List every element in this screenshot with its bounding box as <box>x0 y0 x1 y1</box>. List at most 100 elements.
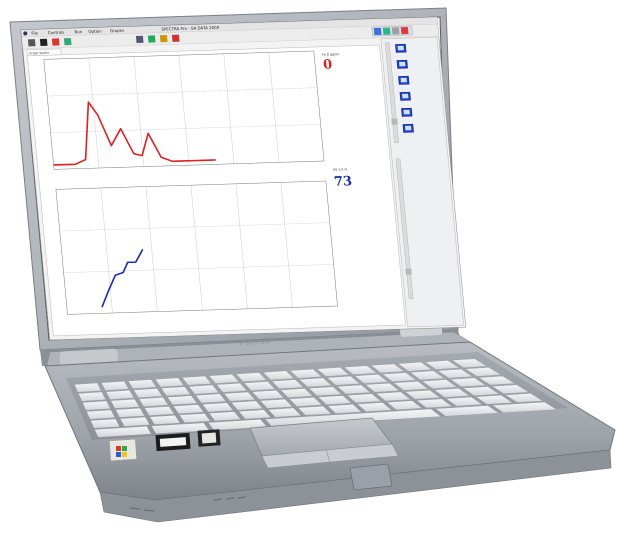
key[interactable] <box>404 389 442 400</box>
key[interactable] <box>436 368 474 379</box>
key[interactable] <box>386 400 423 411</box>
key[interactable] <box>462 386 501 396</box>
toolbar-button-1[interactable] <box>373 27 382 36</box>
key[interactable] <box>215 382 248 393</box>
key[interactable] <box>434 405 500 417</box>
key[interactable] <box>138 397 169 407</box>
key[interactable] <box>288 397 323 407</box>
key[interactable] <box>100 380 130 391</box>
key[interactable] <box>449 377 487 388</box>
menu-item-file[interactable]: File <box>31 30 39 35</box>
key[interactable] <box>181 375 213 386</box>
key[interactable] <box>208 411 242 422</box>
key[interactable] <box>424 360 461 370</box>
key[interactable] <box>178 413 211 424</box>
menu-item-option[interactable]: Option <box>88 29 102 34</box>
key[interactable] <box>464 367 502 377</box>
key[interactable] <box>316 367 350 377</box>
key[interactable] <box>166 395 198 406</box>
key[interactable] <box>271 379 305 390</box>
key[interactable] <box>110 398 140 409</box>
key[interactable] <box>433 388 471 398</box>
key[interactable] <box>267 407 302 418</box>
key[interactable] <box>326 375 361 386</box>
key[interactable] <box>243 381 276 391</box>
key[interactable] <box>82 400 111 411</box>
monitor-icon-3[interactable] <box>398 75 410 85</box>
key[interactable] <box>397 361 433 372</box>
key[interactable] <box>86 409 116 420</box>
record-icon[interactable] <box>39 38 48 46</box>
key[interactable] <box>105 389 135 400</box>
key[interactable] <box>477 375 516 386</box>
key[interactable] <box>364 382 401 393</box>
key[interactable] <box>201 402 234 413</box>
key[interactable] <box>445 396 484 407</box>
key[interactable] <box>421 379 458 389</box>
key[interactable] <box>346 393 382 404</box>
measure-icon[interactable] <box>171 34 180 42</box>
monitor-icon-2[interactable] <box>396 59 408 69</box>
key[interactable] <box>264 408 442 428</box>
monitor-icon-4[interactable] <box>399 91 411 101</box>
scroll-thumb-bottom[interactable] <box>405 268 412 275</box>
key[interactable] <box>238 409 272 420</box>
monitor-icon-6[interactable] <box>402 123 414 133</box>
key[interactable] <box>119 416 151 427</box>
scroll-thumb-top[interactable] <box>391 118 398 125</box>
key[interactable] <box>504 393 544 403</box>
key[interactable] <box>77 391 107 402</box>
key[interactable] <box>259 398 294 409</box>
key[interactable] <box>251 389 285 400</box>
key[interactable] <box>289 368 323 379</box>
key[interactable] <box>73 382 102 393</box>
stop-icon[interactable] <box>51 38 60 46</box>
menu-item-graphs[interactable]: Graphs <box>110 28 125 33</box>
key[interactable] <box>160 386 191 397</box>
save-icon[interactable] <box>147 35 156 43</box>
key[interactable] <box>230 400 264 411</box>
toolbar-button-3[interactable] <box>391 27 400 35</box>
arrow-icon[interactable] <box>27 39 36 47</box>
key[interactable] <box>475 394 514 405</box>
key[interactable] <box>115 407 146 418</box>
key[interactable] <box>298 377 333 388</box>
key[interactable] <box>223 391 256 402</box>
key[interactable] <box>149 414 181 425</box>
key[interactable] <box>279 388 314 398</box>
key[interactable] <box>354 374 389 384</box>
key[interactable] <box>491 384 530 395</box>
menu-item-run[interactable]: Run <box>74 29 83 34</box>
key[interactable] <box>308 386 343 397</box>
key[interactable] <box>195 393 227 404</box>
monitor-icon-5[interactable] <box>401 107 413 117</box>
key[interactable] <box>172 404 205 415</box>
key[interactable] <box>154 377 185 388</box>
key[interactable] <box>94 425 152 438</box>
key[interactable] <box>356 402 393 412</box>
print-icon[interactable] <box>135 35 144 43</box>
key[interactable] <box>297 405 332 416</box>
scrollbar-top[interactable] <box>385 42 399 143</box>
key[interactable] <box>90 418 121 429</box>
graph-icon[interactable] <box>63 37 72 46</box>
key[interactable] <box>336 384 372 395</box>
key[interactable] <box>262 370 295 381</box>
ruler-icon[interactable] <box>159 35 168 43</box>
key[interactable] <box>451 358 488 369</box>
key[interactable] <box>409 370 446 381</box>
scrollbar-bottom[interactable] <box>395 158 414 299</box>
key[interactable] <box>415 398 453 409</box>
toolbar-button-2[interactable] <box>382 27 391 35</box>
key[interactable] <box>370 363 406 374</box>
monitor-icon-1[interactable] <box>395 43 407 53</box>
key[interactable] <box>317 395 353 406</box>
key[interactable] <box>208 374 240 384</box>
close-button[interactable] <box>400 27 409 35</box>
key[interactable] <box>235 372 268 383</box>
key[interactable] <box>133 388 163 399</box>
key[interactable] <box>381 372 418 383</box>
key[interactable] <box>188 384 220 395</box>
key[interactable] <box>491 401 558 414</box>
key[interactable] <box>143 406 175 416</box>
